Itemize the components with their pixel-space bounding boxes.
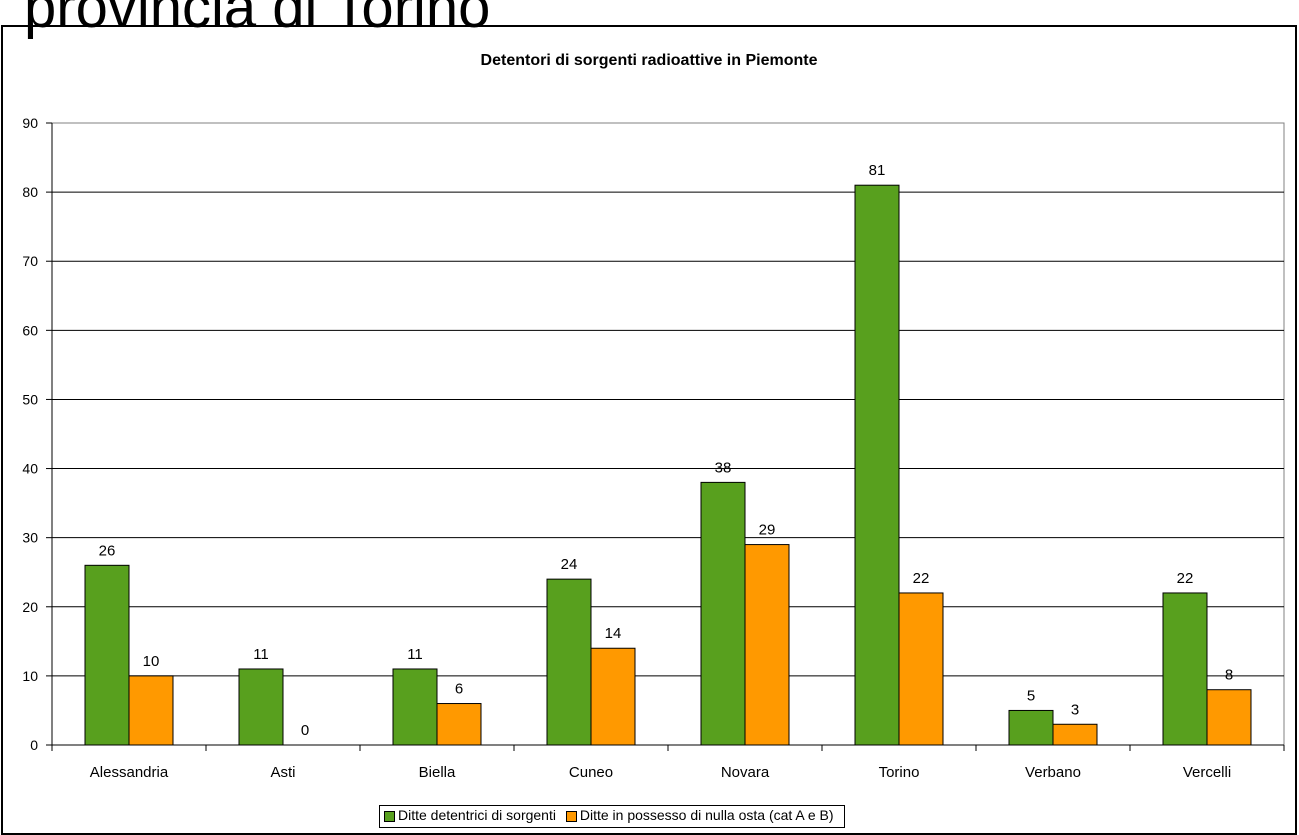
bar — [590, 647, 636, 746]
bars — [84, 184, 1252, 746]
x-tick-label: Alessandria — [90, 764, 169, 781]
legend: Ditte detentrici di sorgenti Ditte in po… — [379, 805, 845, 828]
data-label: 22 — [913, 570, 930, 587]
y-tick-label: 30 — [22, 530, 38, 546]
bar — [854, 184, 900, 746]
data-label: 26 — [99, 542, 116, 559]
x-tick-label: Novara — [721, 764, 770, 781]
x-tick-label: Cuneo — [569, 764, 613, 781]
legend-swatch-series-2 — [565, 810, 577, 822]
x-tick-label: Biella — [419, 764, 456, 781]
slide-title: provincia di Torino — [24, 0, 491, 40]
data-label: 10 — [143, 653, 160, 670]
bar — [1162, 592, 1208, 746]
axes — [46, 122, 1285, 751]
bar — [238, 668, 284, 746]
data-label: 24 — [561, 556, 578, 573]
y-tick-label: 0 — [30, 737, 38, 753]
data-label: 8 — [1225, 667, 1233, 684]
legend-label-series-1: Ditte detentrici di sorgenti — [398, 807, 556, 823]
gridlines — [51, 122, 1285, 746]
bar — [744, 544, 790, 746]
x-tick-label: Vercelli — [1183, 764, 1231, 781]
legend-swatch-series-1 — [384, 810, 395, 822]
bar — [1008, 709, 1054, 746]
bar — [436, 703, 482, 746]
y-tick-label: 80 — [22, 184, 38, 200]
x-tick-label: Verbano — [1025, 764, 1081, 781]
bar — [546, 578, 592, 746]
data-label: 5 — [1027, 687, 1035, 704]
bar — [1052, 723, 1098, 746]
data-label: 38 — [715, 459, 732, 476]
data-label: 3 — [1071, 701, 1079, 718]
data-label: 11 — [407, 646, 423, 663]
legend-label-series-2: Ditte in possesso di nulla osta (cat A e… — [579, 807, 834, 823]
data-label: 0 — [301, 722, 309, 739]
bar — [128, 675, 174, 746]
data-label: 6 — [455, 681, 463, 698]
y-tick-label: 60 — [22, 322, 38, 338]
y-tick-label: 40 — [22, 461, 38, 477]
data-label: 22 — [1177, 570, 1194, 587]
plot-area — [51, 122, 1285, 746]
legend-item-series-2: Ditte in possesso di nulla osta (cat A e… — [565, 807, 834, 823]
y-tick-label: 20 — [22, 599, 38, 615]
x-tick-label: Asti — [270, 764, 295, 781]
bar — [392, 668, 438, 746]
x-tick-label: Torino — [879, 764, 920, 781]
chart-title: Detentori di sorgenti radioattive in Pie… — [481, 52, 818, 69]
y-tick-label: 70 — [22, 253, 38, 269]
y-tick-label: 10 — [22, 668, 38, 684]
y-tick-label: 50 — [22, 391, 38, 407]
bar — [84, 564, 130, 746]
bar — [1206, 689, 1252, 746]
data-label: 29 — [759, 522, 776, 539]
bar — [700, 481, 746, 746]
legend-item-series-1: Ditte detentrici di sorgenti — [384, 807, 556, 823]
data-label: 81 — [869, 162, 886, 179]
data-label: 14 — [605, 625, 622, 642]
bar — [898, 592, 944, 746]
y-tick-label: 90 — [22, 115, 38, 131]
data-label: 11 — [253, 646, 269, 663]
